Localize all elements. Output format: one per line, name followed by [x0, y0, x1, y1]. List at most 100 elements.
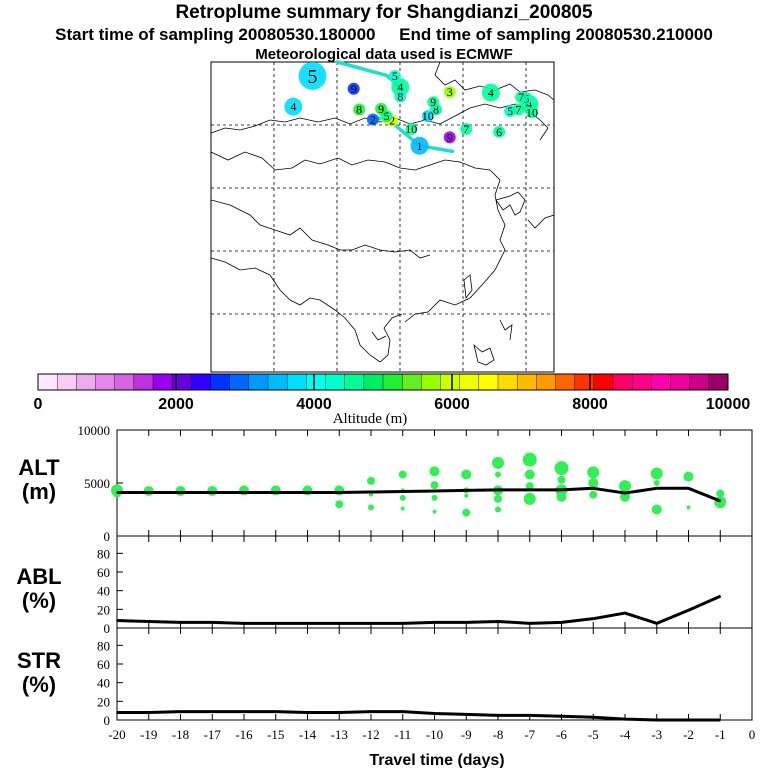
y-tick-label: 80 [97, 546, 110, 561]
map-plume-point [481, 83, 500, 102]
colorbar-cell [171, 373, 192, 391]
colorbar-cell [440, 373, 461, 391]
alt_panel-series-point [243, 491, 245, 494]
altitude-scatter-point [432, 509, 437, 514]
str_panel-series-point [243, 710, 245, 713]
colorbar-cell [114, 373, 135, 391]
abl_panel-series-point [433, 621, 436, 624]
altitude-scatter-point [587, 466, 600, 479]
map-plume-point [460, 123, 473, 136]
y-tick-label: 0 [104, 713, 111, 728]
colorbar-cell [478, 373, 499, 391]
colorbar-cell [152, 373, 173, 391]
map-point-label: 9 [430, 95, 436, 109]
map-panel: 1223344445555567778889999101010 [210, 60, 555, 373]
map-point-label: 4 [488, 86, 494, 100]
x-tick-label: -20 [108, 727, 125, 742]
map-point-label: 4 [290, 100, 296, 114]
str_panel-series-point [592, 716, 595, 718]
abl_panel-series-point [274, 622, 277, 625]
map-gridlines [211, 62, 554, 372]
altitude-scatter-point [368, 504, 374, 511]
colorbar-cell [536, 373, 556, 391]
colorbar-cell [76, 373, 97, 391]
altitude-scatter-point [620, 491, 630, 502]
altitude-scatter-point [399, 494, 406, 501]
abl_panel-series-point [147, 620, 150, 623]
str-label-unit: (%) [21, 672, 57, 697]
start-time-label: Start time of sampling 20080530.180000 [55, 25, 376, 44]
colorbar-cell [612, 373, 633, 391]
altitude-scatter-point [175, 485, 186, 496]
x-tick-label: -5 [588, 727, 599, 742]
map-plume-points: 1223344445555567778889999101010 [284, 61, 539, 155]
x-tick-label: -3 [651, 727, 662, 742]
alt_panel-series-point [147, 491, 150, 494]
colorbar-tick-label: 0 [34, 396, 43, 413]
abl_panel-series-point [497, 620, 499, 623]
map-plume-point [512, 103, 525, 116]
map-plume-point [443, 86, 456, 99]
colorbar-tick-label: 2000 [158, 396, 194, 413]
alt_panel-series-point [592, 487, 595, 490]
colorbar-cell [363, 373, 384, 391]
colorbar-cell [133, 373, 154, 391]
altitude-scatter-point [716, 489, 725, 498]
met-data-label: Meteorological data used is ECMWF [255, 46, 513, 63]
map-plume-point [405, 123, 418, 136]
altitude-scatter-point [683, 471, 694, 482]
str_panel-series-point [433, 712, 436, 715]
abl_panel-series-point [592, 617, 595, 620]
alt_panel-series-point [211, 491, 214, 494]
alt_panel-series-point [179, 491, 182, 494]
x-tick-label: -19 [140, 727, 157, 742]
x-tick-label: -8 [493, 727, 504, 742]
str-label-top: STR [17, 648, 61, 673]
y-tick-label: 10000 [78, 423, 111, 438]
colorbar-tick-label: 10000 [706, 396, 751, 413]
abl_panel-series-point [370, 622, 372, 625]
alt_panel-series-point [433, 490, 436, 492]
map-point-label: 8 [356, 102, 362, 116]
alt_panel-series-point [274, 491, 277, 494]
abl_panel-frame [116, 535, 753, 629]
altitude-scatter-point [495, 471, 501, 478]
str_panel-series-point [338, 711, 341, 714]
x-tick-label: 0 [749, 727, 756, 742]
map-point-label: 8 [397, 90, 403, 104]
map-point-label: 3 [447, 85, 453, 99]
colorbar-cell [689, 373, 710, 391]
str_panel-series-point [465, 713, 468, 716]
colorbar-tick-label: 8000 [572, 396, 608, 413]
map-plume-point [421, 110, 434, 123]
colorbar-cell [555, 373, 576, 391]
altitude-scatter-point [398, 470, 407, 479]
abl_panel-series-point [243, 622, 245, 625]
y-tick-label: 20 [97, 694, 110, 709]
map-point-label: 10 [526, 105, 538, 119]
x-tick-label: -12 [362, 727, 379, 742]
altitude-scatter-point [207, 485, 218, 496]
x-tick-label: -14 [299, 727, 317, 742]
str_panel-series-point [147, 711, 150, 714]
map-point-label: 9 [447, 130, 453, 144]
colorbar-cell [56, 373, 77, 391]
altitude-scatter-point [429, 466, 440, 477]
alt_panel-series-point [401, 490, 404, 493]
alt-label-top: ALT [18, 455, 60, 480]
altitude-scatter-point [653, 480, 660, 486]
x-axis-label: Travel time (days) [369, 752, 504, 768]
x-tick-label: -15 [267, 727, 284, 742]
colorbar-tick-labels: 0 2000 4000 6000 8000 10000 [34, 374, 751, 413]
abl_panel-series-point [465, 621, 468, 624]
str_panel-series-line [117, 710, 721, 722]
altitude-scatter-point [589, 490, 598, 499]
alt_panel-series-point [370, 491, 372, 493]
map-point-label: 7 [515, 102, 521, 116]
x-tick-label: -18 [172, 727, 189, 742]
alt_panel-series-point [465, 489, 468, 492]
colorbar-cell [497, 373, 518, 391]
altitude-scatter-point [650, 467, 663, 480]
abl_panel-series-point [655, 622, 658, 625]
colorbar-cell [574, 373, 595, 391]
